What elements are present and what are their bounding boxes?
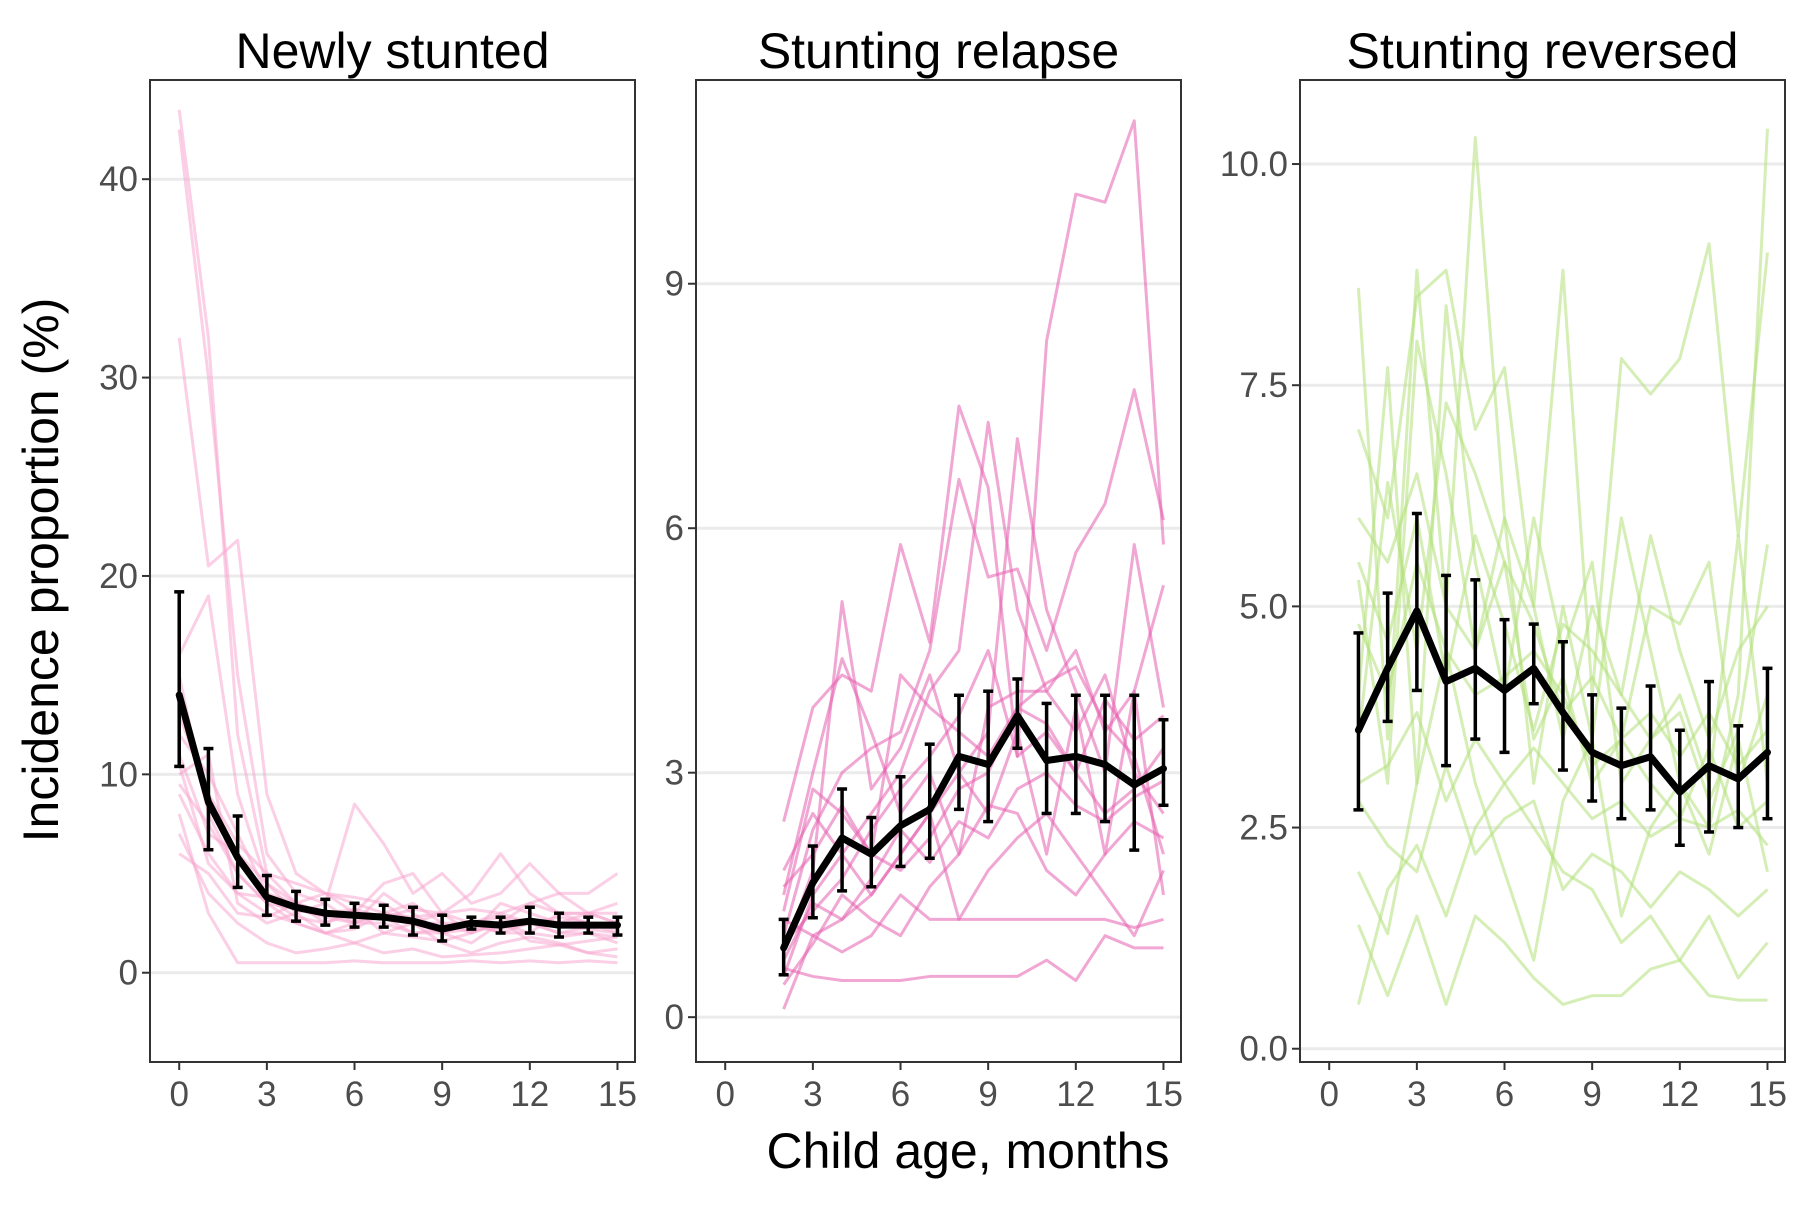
error-bar-12: [1704, 679, 1715, 834]
y-tick-label-0: 0.0: [1239, 1030, 1288, 1069]
error-bar-10: [1645, 684, 1656, 812]
cohort-line-0: [782, 119, 1165, 822]
y-tick-label-3: 30: [99, 359, 138, 398]
panel-title: Newly stunted: [235, 23, 549, 79]
x-tick-label-5: 15: [1748, 1075, 1787, 1114]
y-tick-label-4: 40: [99, 160, 138, 199]
x-tick-label-1: 3: [257, 1075, 276, 1114]
y-tick-label-2: 20: [99, 557, 138, 596]
x-tick-label-0: 0: [1319, 1075, 1338, 1114]
panel-1: 0 3 6 9 0 3 6 9 12 15 Stunting relapse: [665, 23, 1183, 1114]
x-axis-title: Child age, months: [766, 1123, 1169, 1179]
error-bar-5: [1499, 617, 1510, 755]
error-bar-12: [1129, 693, 1140, 852]
y-tick-label-4: 10.0: [1220, 145, 1288, 184]
error-bar-1: [1382, 591, 1393, 724]
cohort-line-3: [782, 437, 1165, 1010]
cohort-line-4: [178, 733, 618, 925]
cohort-line-7: [177, 833, 618, 959]
error-bar-7: [983, 689, 994, 824]
error-bar-6: [1528, 622, 1539, 706]
cohort-line-5: [782, 600, 1165, 953]
x-tick-label-1: 3: [803, 1075, 822, 1114]
pooled-line: [1354, 607, 1771, 796]
cohort-line-3: [177, 594, 619, 915]
error-bar-0: [1353, 631, 1364, 812]
x-tick-label-3: 9: [432, 1075, 451, 1114]
x-tick-label-4: 12: [1660, 1075, 1699, 1114]
y-axis-title: Incidence proportion (%): [13, 298, 69, 843]
panel-2: 0.0 2.5 5.0 7.5 10.0 0 3 6 9 12 15 Stunting reverse…: [1220, 23, 1787, 1114]
panel-border: [1299, 79, 1786, 1063]
cohort-line-13: [782, 771, 1165, 961]
cohort-line-9: [177, 813, 618, 965]
x-tick-label-2: 6: [1495, 1075, 1514, 1114]
x-tick-label-2: 6: [345, 1075, 364, 1114]
cohort-line-8: [783, 934, 1164, 983]
cohort-line-7: [782, 893, 1164, 954]
error-bar-7: [1557, 640, 1568, 772]
cohort-line-6: [1357, 914, 1768, 1006]
cohort-line-7: [1356, 781, 1769, 1005]
y-tick-label-0: 0: [665, 998, 684, 1037]
cohort-line-12: [782, 673, 1165, 912]
pooled-line: [780, 712, 1167, 952]
y-tick-label-3: 7.5: [1239, 366, 1288, 405]
error-bar-0: [174, 590, 185, 769]
error-bar-2: [1411, 511, 1422, 693]
error-bar-5: [924, 742, 935, 861]
error-bar-3: [1441, 573, 1452, 768]
y-tick-label-0: 0: [119, 954, 138, 993]
cohort-line-13: [178, 783, 618, 935]
x-tick-label-0: 0: [169, 1075, 188, 1114]
x-tick-label-5: 15: [598, 1075, 637, 1114]
panel-border: [695, 79, 1182, 1063]
panel-title: Stunting relapse: [758, 23, 1119, 79]
y-tick-label-2: 5.0: [1239, 587, 1288, 626]
error-bar-14: [1762, 666, 1773, 821]
x-tick-label-4: 12: [510, 1075, 549, 1114]
error-bar-6: [953, 693, 964, 812]
panel-0: 0 10 20 30 40 0 3 6 9 12 15 Newly stunted: [99, 23, 637, 1114]
x-tick-label-3: 9: [978, 1075, 997, 1114]
cohort-line-11: [1357, 764, 1769, 918]
cohort-line-14: [177, 764, 618, 947]
cohort-line-6: [782, 811, 1165, 938]
y-tick-label-1: 3: [665, 754, 684, 793]
error-bar-13: [1158, 717, 1169, 808]
x-tick-label-4: 12: [1056, 1075, 1095, 1114]
pooled-line: [175, 691, 621, 933]
error-bar-4: [1470, 578, 1481, 741]
y-tick-label-1: 2.5: [1239, 809, 1288, 848]
x-tick-label-2: 6: [891, 1075, 910, 1114]
x-tick-label-1: 3: [1407, 1075, 1426, 1114]
error-bar-11: [1100, 693, 1111, 824]
error-bar-4: [895, 775, 906, 869]
cohort-line-12: [177, 714, 618, 919]
panel-title: Stunting reversed: [1347, 23, 1739, 79]
y-tick-label-3: 9: [665, 265, 684, 304]
x-tick-label-3: 9: [1582, 1075, 1601, 1114]
x-tick-label-5: 15: [1144, 1075, 1183, 1114]
cohort-line-2: [782, 420, 1165, 977]
cohort-line-9: [782, 648, 1165, 945]
y-tick-label-1: 10: [99, 755, 138, 794]
cohort-line-1: [1357, 242, 1769, 697]
cohort-line-9: [1357, 711, 1769, 847]
y-tick-label-2: 6: [665, 509, 684, 548]
x-tick-label-0: 0: [715, 1075, 734, 1114]
panel-border: [149, 79, 636, 1063]
